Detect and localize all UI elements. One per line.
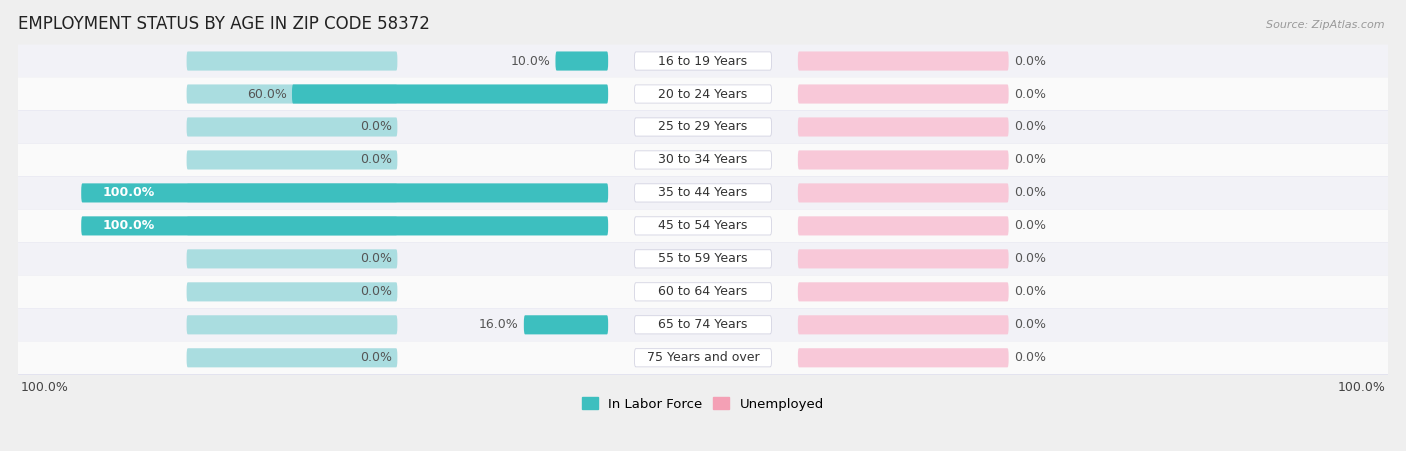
Text: 75 Years and over: 75 Years and over — [647, 351, 759, 364]
FancyBboxPatch shape — [18, 276, 1388, 308]
Text: 0.0%: 0.0% — [1014, 120, 1046, 133]
Text: 0.0%: 0.0% — [1014, 253, 1046, 265]
FancyBboxPatch shape — [634, 349, 772, 367]
FancyBboxPatch shape — [634, 217, 772, 235]
FancyBboxPatch shape — [634, 52, 772, 70]
FancyBboxPatch shape — [187, 84, 398, 104]
FancyBboxPatch shape — [187, 315, 398, 334]
FancyBboxPatch shape — [797, 315, 1008, 334]
Text: 20 to 24 Years: 20 to 24 Years — [658, 87, 748, 101]
FancyBboxPatch shape — [18, 143, 1388, 176]
Text: 55 to 59 Years: 55 to 59 Years — [658, 253, 748, 265]
Text: 0.0%: 0.0% — [1014, 186, 1046, 199]
Text: 0.0%: 0.0% — [1014, 87, 1046, 101]
Text: 0.0%: 0.0% — [1014, 318, 1046, 331]
FancyBboxPatch shape — [634, 118, 772, 136]
Text: EMPLOYMENT STATUS BY AGE IN ZIP CODE 58372: EMPLOYMENT STATUS BY AGE IN ZIP CODE 583… — [18, 15, 430, 33]
FancyBboxPatch shape — [18, 78, 1388, 110]
FancyBboxPatch shape — [82, 216, 609, 235]
FancyBboxPatch shape — [18, 242, 1388, 276]
FancyBboxPatch shape — [18, 176, 1388, 209]
FancyBboxPatch shape — [797, 117, 1008, 137]
FancyBboxPatch shape — [797, 184, 1008, 202]
Text: 65 to 74 Years: 65 to 74 Years — [658, 318, 748, 331]
FancyBboxPatch shape — [18, 110, 1388, 143]
Text: 100.0%: 100.0% — [103, 219, 155, 232]
FancyBboxPatch shape — [797, 84, 1008, 104]
Text: 30 to 34 Years: 30 to 34 Years — [658, 153, 748, 166]
FancyBboxPatch shape — [18, 45, 1388, 78]
Text: 0.0%: 0.0% — [360, 120, 392, 133]
FancyBboxPatch shape — [524, 315, 609, 334]
FancyBboxPatch shape — [634, 283, 772, 301]
Text: 0.0%: 0.0% — [360, 351, 392, 364]
FancyBboxPatch shape — [187, 117, 398, 137]
Text: 10.0%: 10.0% — [510, 55, 550, 68]
FancyBboxPatch shape — [797, 348, 1008, 368]
FancyBboxPatch shape — [634, 316, 772, 334]
FancyBboxPatch shape — [82, 184, 609, 202]
FancyBboxPatch shape — [187, 249, 398, 268]
FancyBboxPatch shape — [187, 216, 398, 235]
FancyBboxPatch shape — [187, 282, 398, 301]
FancyBboxPatch shape — [797, 216, 1008, 235]
Text: 25 to 29 Years: 25 to 29 Years — [658, 120, 748, 133]
FancyBboxPatch shape — [187, 51, 398, 71]
Text: 0.0%: 0.0% — [1014, 153, 1046, 166]
Text: 100.0%: 100.0% — [103, 186, 155, 199]
FancyBboxPatch shape — [797, 282, 1008, 301]
FancyBboxPatch shape — [634, 85, 772, 103]
FancyBboxPatch shape — [634, 250, 772, 268]
FancyBboxPatch shape — [797, 150, 1008, 170]
Text: 0.0%: 0.0% — [1014, 219, 1046, 232]
FancyBboxPatch shape — [18, 341, 1388, 374]
Text: 0.0%: 0.0% — [360, 153, 392, 166]
FancyBboxPatch shape — [634, 151, 772, 169]
Text: 0.0%: 0.0% — [360, 285, 392, 299]
FancyBboxPatch shape — [797, 249, 1008, 268]
FancyBboxPatch shape — [18, 308, 1388, 341]
Text: 35 to 44 Years: 35 to 44 Years — [658, 186, 748, 199]
Text: 60.0%: 60.0% — [247, 87, 287, 101]
Text: 16 to 19 Years: 16 to 19 Years — [658, 55, 748, 68]
Text: 0.0%: 0.0% — [1014, 55, 1046, 68]
Text: 16.0%: 16.0% — [479, 318, 519, 331]
Text: 0.0%: 0.0% — [1014, 351, 1046, 364]
Text: 0.0%: 0.0% — [1014, 285, 1046, 299]
FancyBboxPatch shape — [797, 51, 1008, 71]
FancyBboxPatch shape — [187, 150, 398, 170]
FancyBboxPatch shape — [18, 209, 1388, 242]
FancyBboxPatch shape — [634, 184, 772, 202]
FancyBboxPatch shape — [187, 184, 398, 202]
Text: 0.0%: 0.0% — [360, 253, 392, 265]
Text: Source: ZipAtlas.com: Source: ZipAtlas.com — [1267, 20, 1385, 30]
Text: 60 to 64 Years: 60 to 64 Years — [658, 285, 748, 299]
FancyBboxPatch shape — [555, 51, 609, 71]
FancyBboxPatch shape — [292, 84, 609, 104]
Legend: In Labor Force, Unemployed: In Labor Force, Unemployed — [576, 392, 830, 416]
FancyBboxPatch shape — [187, 348, 398, 368]
Text: 45 to 54 Years: 45 to 54 Years — [658, 219, 748, 232]
